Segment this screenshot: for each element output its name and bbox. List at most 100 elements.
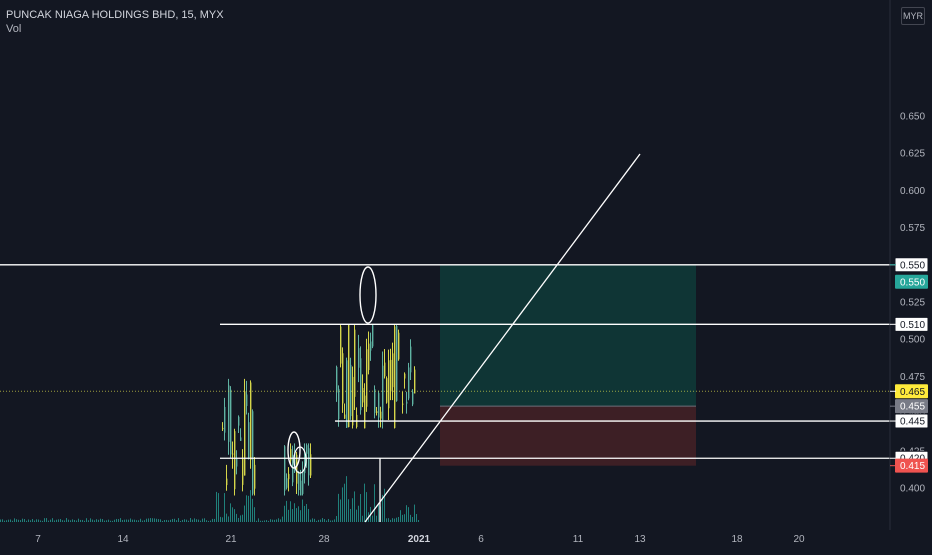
volume-bar: [314, 518, 315, 522]
candle: [238, 416, 240, 426]
volume-bar: [248, 495, 249, 522]
volume-bar: [382, 494, 383, 522]
volume-bar: [308, 508, 309, 522]
volume-bar: [244, 505, 245, 522]
candle: [352, 376, 354, 426]
volume-bar: [336, 516, 337, 522]
volume-bar: [154, 518, 155, 522]
volume-bar: [344, 483, 345, 522]
trend-line: [364, 153, 641, 523]
candle: [298, 471, 300, 491]
volume-bar: [44, 518, 45, 522]
volume-bar: [326, 520, 327, 522]
volume-bar: [132, 519, 133, 522]
candle: [354, 329, 356, 397]
loss-zone: [440, 406, 696, 466]
volume-bar: [90, 518, 91, 522]
candle: [252, 411, 254, 494]
candle: [244, 391, 246, 476]
volume-bar: [98, 519, 99, 522]
y-tick-label: 0.625: [900, 149, 925, 160]
candle: [250, 382, 252, 460]
price-badge-label: 0.415: [900, 461, 925, 472]
volume-bar: [186, 519, 187, 522]
volume-bar: [324, 519, 325, 522]
price-badge-label: 0.465: [900, 387, 925, 398]
candle: [384, 362, 386, 377]
volume-bar: [256, 520, 257, 522]
volume-bar: [106, 520, 107, 522]
volume-bar: [194, 518, 195, 522]
volume-bar: [384, 488, 385, 522]
volume-label[interactable]: Vol: [6, 23, 22, 35]
volume-bar: [416, 513, 417, 522]
time-axis: 7 14 21 28 2021 6 11 13 18 20: [35, 534, 805, 545]
volume-bar: [164, 520, 165, 522]
volume-bar: [2, 519, 3, 522]
volume-bar: [356, 509, 357, 522]
volume-bar: [126, 519, 127, 522]
volume-bar: [258, 518, 259, 522]
volume-bar: [390, 519, 391, 522]
candle: [342, 353, 344, 404]
volume-bar: [24, 519, 25, 522]
symbol-title[interactable]: PUNCAK NIAGA HOLDINGS BHD, 15, MYX: [6, 9, 224, 21]
candle: [292, 454, 294, 483]
volume-bar: [396, 517, 397, 522]
currency-button[interactable]: MYR: [901, 7, 925, 25]
volume-bar: [16, 519, 17, 522]
volume-bar: [354, 491, 355, 522]
candle: [336, 366, 338, 393]
candle: [360, 358, 362, 411]
volume-bars: [0, 476, 419, 522]
candle: [348, 324, 350, 428]
volume-bar: [104, 520, 105, 522]
volume-bar: [52, 518, 53, 522]
x-tick-label: 28: [318, 534, 330, 545]
candle: [390, 359, 392, 392]
volume-bar: [72, 519, 73, 522]
candle: [382, 365, 384, 421]
volume-bar: [36, 519, 37, 522]
price-badge: [895, 274, 928, 289]
volume-bar: [34, 520, 35, 522]
candle: [340, 326, 342, 364]
candle: [368, 343, 370, 370]
volume-bar: [50, 519, 51, 522]
volume-bar: [220, 516, 221, 522]
candle: [254, 464, 256, 489]
volume-bar: [268, 520, 269, 522]
candle: [228, 385, 230, 442]
candle: [240, 437, 242, 441]
volume-bar: [40, 520, 41, 522]
volume-bar: [48, 520, 49, 522]
volume-bar: [124, 519, 125, 522]
volume-bar: [84, 520, 85, 522]
annotation-circle: [359, 266, 377, 324]
volume-bar: [148, 518, 149, 522]
volume-bar: [182, 519, 183, 522]
candle: [234, 431, 236, 490]
y-tick-label: 0.400: [900, 484, 925, 495]
volume-bar: [240, 515, 241, 522]
candle: [366, 349, 368, 407]
volume-bar: [400, 510, 401, 522]
volume-bar: [364, 483, 365, 522]
candle: [350, 364, 352, 417]
volume-bar: [290, 501, 291, 522]
profit-zone: [440, 264, 696, 407]
annotation-circle: [287, 431, 301, 469]
volume-bar: [56, 519, 57, 522]
volume-bar: [300, 510, 301, 522]
volume-bar: [292, 509, 293, 522]
volume-bar: [266, 520, 267, 522]
volume-bar: [392, 518, 393, 522]
volume-bar: [410, 514, 411, 522]
price-badge-label: 0.550: [900, 260, 925, 271]
volume-bar: [362, 515, 363, 522]
volume-bar: [346, 476, 347, 522]
volume-bar: [166, 519, 167, 522]
